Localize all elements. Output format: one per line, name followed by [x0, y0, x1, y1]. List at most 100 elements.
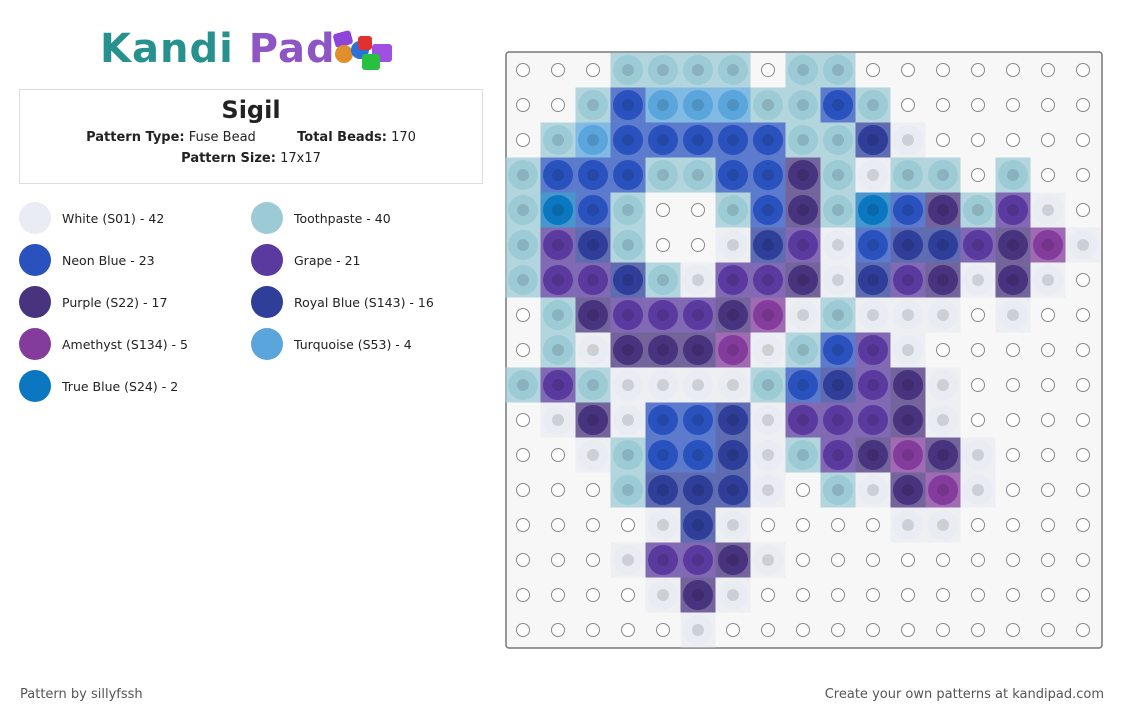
- bead: [753, 195, 783, 225]
- bead-hole: [797, 414, 809, 426]
- bead: [718, 370, 748, 400]
- info-row: Pattern Type: Fuse Bead Total Beads: 170: [20, 130, 482, 145]
- bead-hole: [517, 239, 529, 251]
- bead: [578, 440, 608, 470]
- bead: [648, 160, 678, 190]
- bead-hole: [797, 449, 809, 461]
- bead-hole: [692, 589, 704, 601]
- bead: [928, 370, 958, 400]
- bead-hole: [902, 309, 914, 321]
- peg: [1041, 448, 1055, 462]
- bead-hole: [587, 379, 599, 391]
- logo[interactable]: Kandi Pad: [100, 26, 336, 72]
- footer-author[interactable]: Pattern by sillyfssh: [20, 687, 143, 702]
- bead-hole: [587, 414, 599, 426]
- bead: [893, 440, 923, 470]
- peg: [971, 98, 985, 112]
- peg: [866, 518, 880, 532]
- bead-hole: [1077, 239, 1089, 251]
- legend-label: White (S01) - 42: [62, 210, 165, 226]
- bead-hole: [797, 169, 809, 181]
- bead-hole: [587, 449, 599, 461]
- bead: [963, 265, 993, 295]
- info-row: Pattern Size: 17x17: [20, 151, 482, 166]
- bead-hole: [657, 274, 669, 286]
- bead: [683, 335, 713, 365]
- bead: [648, 55, 678, 85]
- peg: [1076, 343, 1090, 357]
- bead: [543, 160, 573, 190]
- bead: [683, 265, 713, 295]
- bead-hole: [622, 554, 634, 566]
- bead-hole: [727, 134, 739, 146]
- bead: [648, 300, 678, 330]
- bead: [823, 405, 853, 435]
- bead: [718, 440, 748, 470]
- bead-hole: [587, 204, 599, 216]
- bead: [543, 300, 573, 330]
- peg: [831, 623, 845, 637]
- bead-hole: [762, 414, 774, 426]
- bead: [823, 265, 853, 295]
- bead: [718, 195, 748, 225]
- peg: [971, 308, 985, 322]
- bead-hole: [867, 309, 879, 321]
- bead: [683, 510, 713, 540]
- bead-hole: [972, 449, 984, 461]
- bead-hole: [937, 309, 949, 321]
- bead: [543, 195, 573, 225]
- bead-hole: [692, 309, 704, 321]
- bead-hole: [622, 484, 634, 496]
- bead: [683, 440, 713, 470]
- peg: [761, 518, 775, 532]
- bead: [858, 475, 888, 505]
- bead-hole: [727, 274, 739, 286]
- peg: [1006, 623, 1020, 637]
- bead: [998, 195, 1028, 225]
- bead: [788, 300, 818, 330]
- peg: [1076, 448, 1090, 462]
- bead-hole: [622, 204, 634, 216]
- bead: [1033, 265, 1063, 295]
- peg: [1076, 168, 1090, 182]
- bead-hole: [727, 449, 739, 461]
- bead-hole: [937, 169, 949, 181]
- bead-hole: [902, 134, 914, 146]
- bead-hole: [727, 239, 739, 251]
- bead: [788, 90, 818, 120]
- peg: [1041, 413, 1055, 427]
- bead-hole: [727, 379, 739, 391]
- bead: [683, 300, 713, 330]
- bead: [963, 195, 993, 225]
- bead-hole: [692, 449, 704, 461]
- label: Pattern Size:: [181, 151, 276, 166]
- bead-hole: [727, 484, 739, 496]
- bead-hole: [867, 449, 879, 461]
- bead-hole: [797, 204, 809, 216]
- peg: [1076, 273, 1090, 287]
- bead-hole: [552, 204, 564, 216]
- bead: [928, 475, 958, 505]
- bead: [753, 405, 783, 435]
- peg: [1076, 378, 1090, 392]
- bead-hole: [762, 204, 774, 216]
- bead-hole: [762, 99, 774, 111]
- peg: [1076, 553, 1090, 567]
- bead: [718, 510, 748, 540]
- legend-swatch: [19, 370, 51, 402]
- logo-icon: [333, 30, 392, 70]
- bead: [858, 370, 888, 400]
- footer-link[interactable]: Create your own patterns at kandipad.com: [824, 687, 1104, 702]
- bead: [928, 405, 958, 435]
- bead: [788, 160, 818, 190]
- peg: [1006, 133, 1020, 147]
- bead-hole: [727, 344, 739, 356]
- peg: [586, 623, 600, 637]
- bead: [613, 335, 643, 365]
- peg: [971, 343, 985, 357]
- bead-hole: [587, 309, 599, 321]
- peg: [796, 588, 810, 602]
- peg: [971, 63, 985, 77]
- bead-hole: [972, 204, 984, 216]
